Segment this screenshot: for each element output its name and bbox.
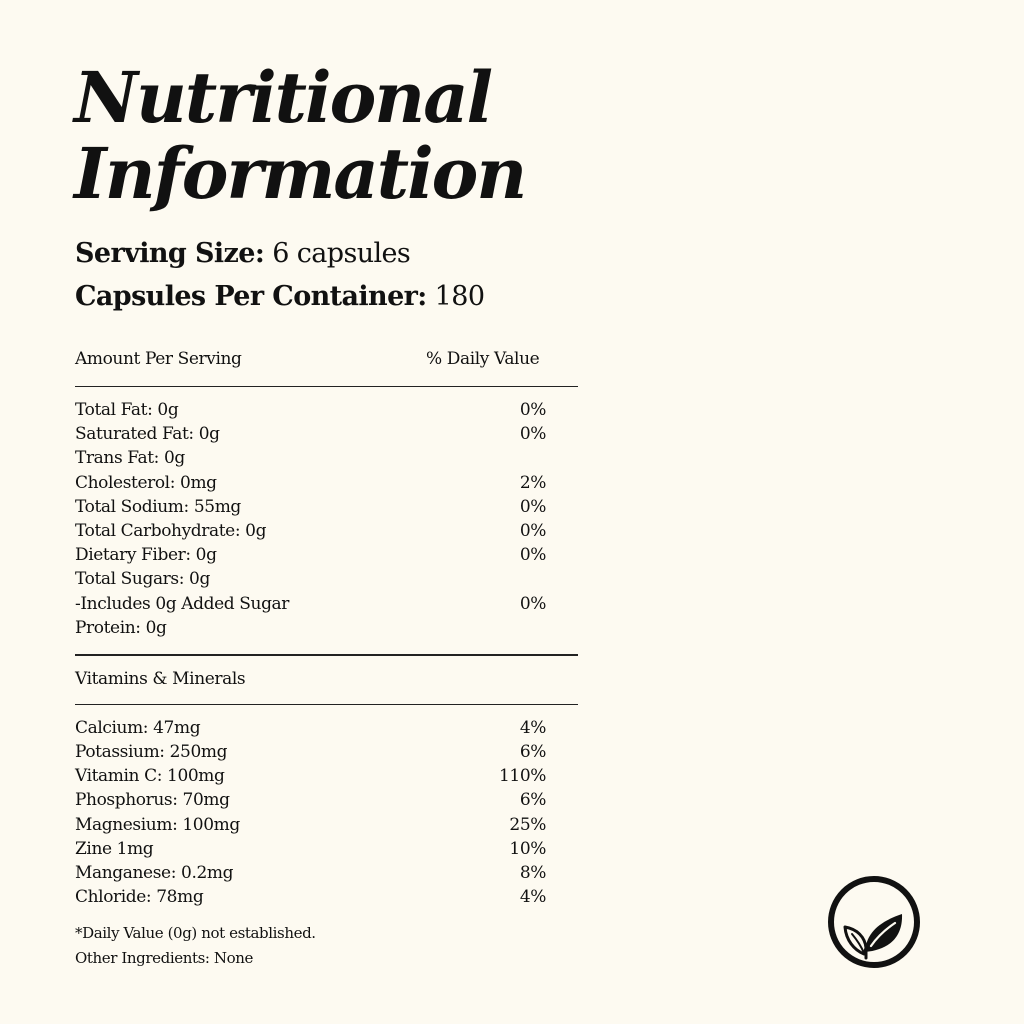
nutrient-row: Total Fat: 0g 0% <box>75 398 578 422</box>
daily-value-percent: 2% <box>519 472 547 493</box>
page-title: Nutritional Information <box>74 56 527 215</box>
nutrient-label: Protein: 0g <box>75 617 167 638</box>
daily-value-percent: 110% <box>498 766 546 787</box>
nutrient-label: Manganese: 0.2mg <box>75 863 234 883</box>
daily-value-percent: 8% <box>519 863 547 883</box>
nutrient-list: Total Fat: 0g 0% Saturated Fat: 0g 0% Trans … <box>75 398 578 640</box>
serving-size-label: Serving Size: <box>75 238 265 269</box>
vitamin-list: Calcium: 47mg 4% Potassium: 250mg 6% Vitamin… <box>75 716 578 910</box>
nutrient-label: Potassium: 250mg <box>75 742 228 763</box>
nutrient-label: Saturated Fat: 0g <box>75 424 220 445</box>
nutrient-row: Phosphorus: 70mg 6% <box>75 788 578 812</box>
table-header: Amount Per Serving % Daily Value <box>75 344 578 374</box>
vitamins-minerals-header: Vitamins & Minerals <box>75 668 246 689</box>
nutrient-label: Chloride: 78mg <box>75 887 204 908</box>
nutrient-label: Calcium: 47mg <box>75 717 201 738</box>
serving-size: Serving Size: 6 capsules <box>75 232 484 275</box>
nutrient-row: Total Sodium: 55mg 0% <box>75 495 578 519</box>
nutrient-row: Dietary Fiber: 0g 0% <box>75 543 578 567</box>
nutrient-row: Manganese: 0.2mg 8% <box>75 861 578 885</box>
nutrient-label: Trans Fat: 0g <box>75 448 185 469</box>
capsules-per-container-value: 180 <box>434 281 485 312</box>
daily-value-percent: 0% <box>519 593 547 614</box>
other-ingredients: Other Ingredients: None <box>75 949 254 968</box>
daily-value-percent: 0% <box>519 424 547 445</box>
capsules-per-container-label: Capsules Per Container: <box>75 281 427 312</box>
daily-value-percent: 0% <box>519 520 547 541</box>
nutrient-row: Potassium: 250mg 6% <box>75 740 578 764</box>
nutrient-row: Saturated Fat: 0g 0% <box>75 422 578 446</box>
title-line-2: Information <box>74 132 527 215</box>
daily-value-percent: 0% <box>519 496 547 517</box>
nutrition-table: Amount Per Serving % Daily Value Total F… <box>75 344 578 971</box>
nutrient-row: Total Sugars: 0g <box>75 567 578 591</box>
nutrient-row: Protein: 0g <box>75 616 578 640</box>
title-line-1: Nutritional <box>74 56 493 139</box>
nutrient-label: -Includes 0g Added Sugar <box>75 593 290 614</box>
daily-value-percent: 0% <box>519 400 547 420</box>
nutrient-row: -Includes 0g Added Sugar 0% <box>75 592 578 616</box>
nutrient-row: Calcium: 47mg 4% <box>75 716 578 740</box>
daily-value-percent: 4% <box>519 717 547 738</box>
nutrient-label: Phosphorus: 70mg <box>75 790 230 811</box>
serving-info: Serving Size: 6 capsules Capsules Per Co… <box>75 232 485 318</box>
nutrient-row: Total Carbohydrate: 0g 0% <box>75 519 578 543</box>
nutrient-label: Total Fat: 0g <box>75 400 179 420</box>
nutrient-row: Cholesterol: 0mg 2% <box>75 471 578 495</box>
nutrient-row: Vitamin C: 100mg 110% <box>75 764 578 788</box>
daily-value-percent: 10% <box>509 838 546 859</box>
daily-value-percent: 6% <box>519 790 547 811</box>
daily-value-percent: 0% <box>519 545 547 566</box>
nutrient-row: Magnesium: 100mg 25% <box>75 813 578 837</box>
capsules-per-container: Capsules Per Container: 180 <box>75 275 485 318</box>
divider <box>75 386 578 387</box>
nutrient-label: Magnesium: 100mg <box>75 814 240 835</box>
daily-value-header: % Daily Value <box>426 349 540 369</box>
nutrient-row: Trans Fat: 0g <box>75 446 578 470</box>
divider <box>75 703 578 705</box>
daily-value-percent: 6% <box>519 742 547 763</box>
daily-value-percent: 4% <box>519 887 547 908</box>
nutrient-label: Total Sugars: 0g <box>75 569 210 590</box>
nutrient-label: Cholesterol: 0mg <box>75 472 217 493</box>
serving-size-value: 6 capsules <box>272 238 411 269</box>
nutrient-row: Zine 1mg 10% <box>75 837 578 861</box>
nutrient-label: Total Sodium: 55mg <box>75 496 241 517</box>
nutrient-label: Total Carbohydrate: 0g <box>75 520 267 541</box>
nutrient-label: Dietary Fiber: 0g <box>75 545 217 566</box>
leaf-icon <box>826 874 922 970</box>
nutrient-label: Zine 1mg <box>75 838 154 859</box>
nutrient-row: Chloride: 78mg 4% <box>75 885 578 909</box>
amount-per-serving-header: Amount Per Serving <box>75 349 242 369</box>
divider-thick <box>75 653 578 656</box>
daily-value-footnote: *Daily Value (0g) not established. <box>75 924 316 943</box>
nutrient-label: Vitamin C: 100mg <box>75 766 225 787</box>
daily-value-percent: 25% <box>509 814 546 835</box>
